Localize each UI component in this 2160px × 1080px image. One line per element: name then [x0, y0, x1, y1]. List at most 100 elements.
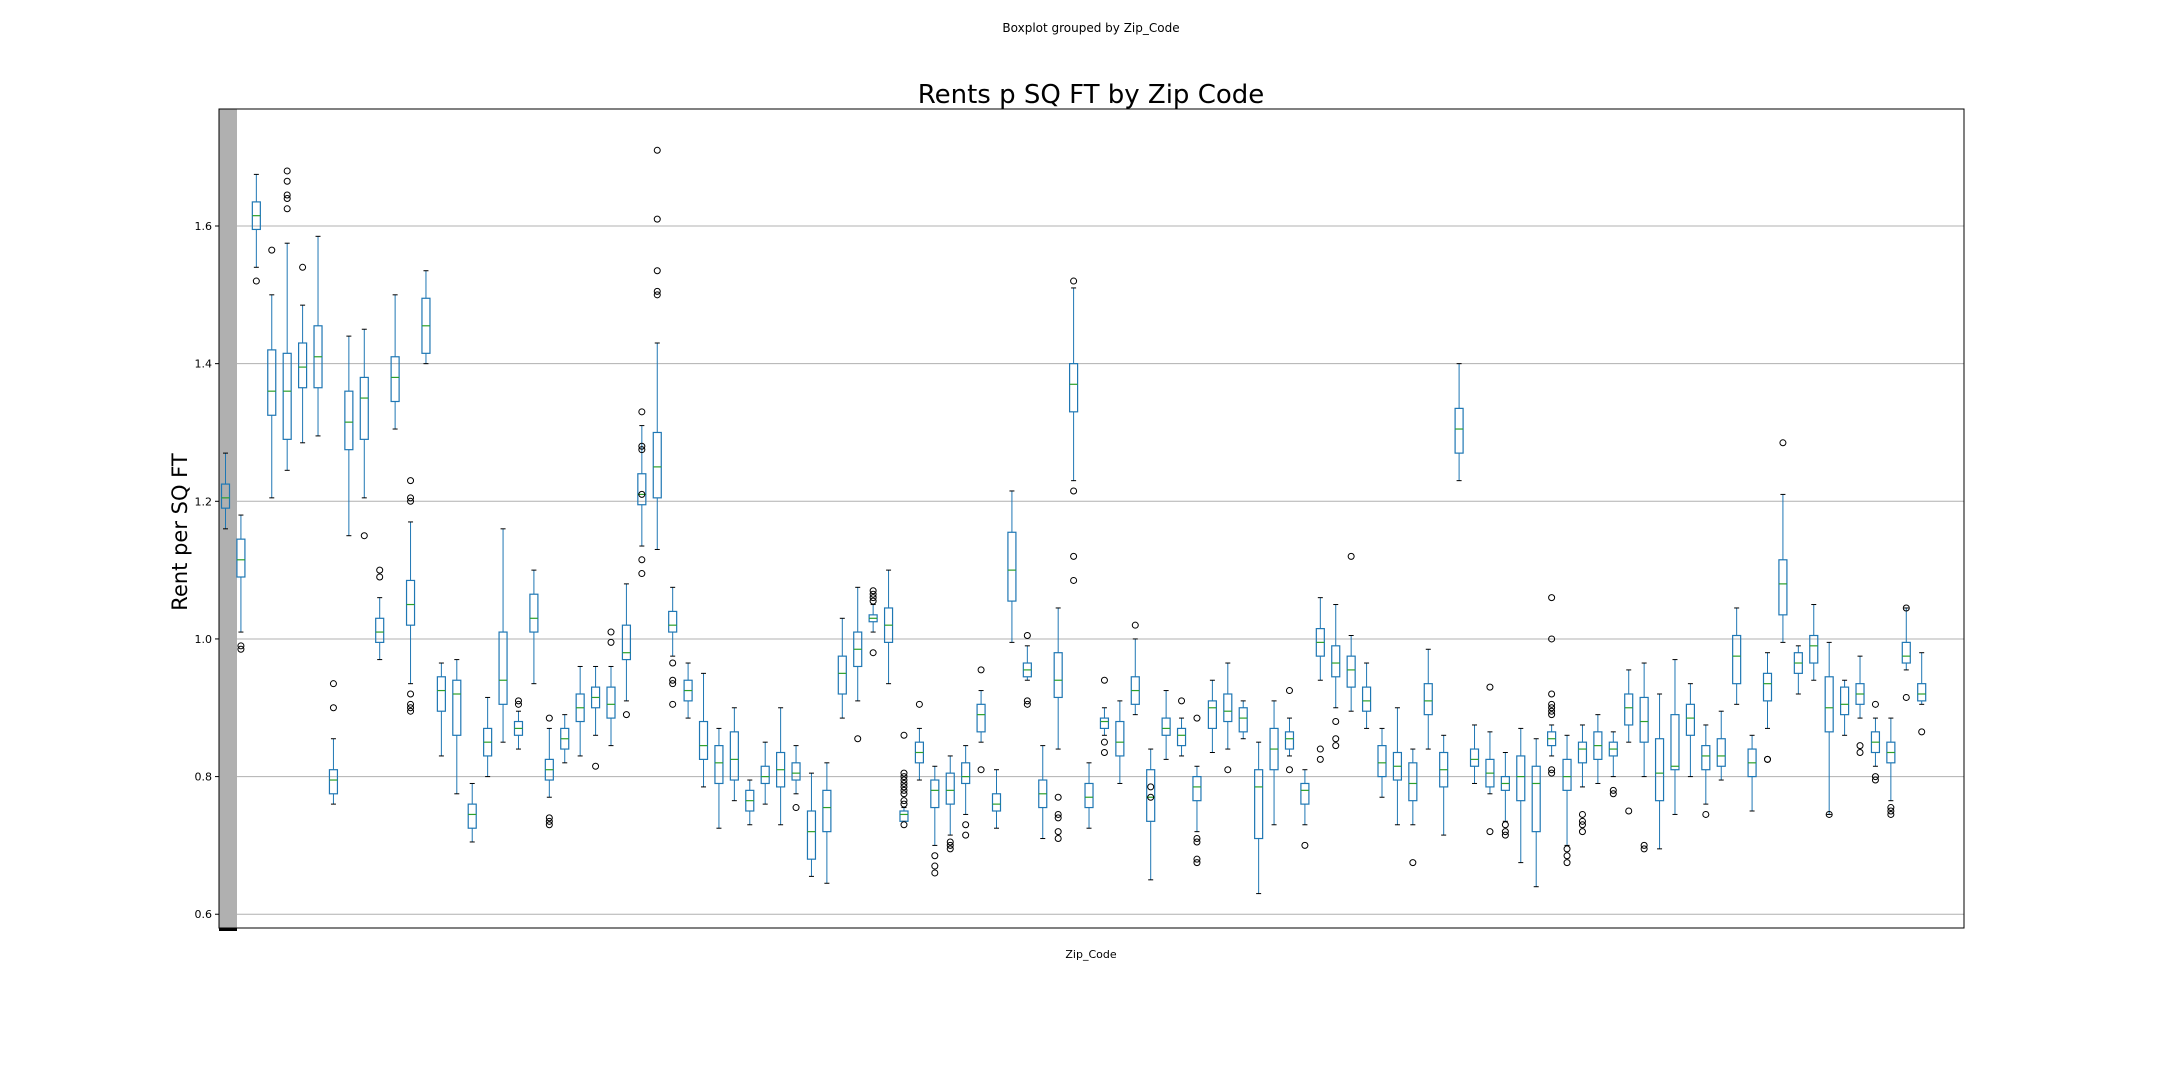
box-97 — [1716, 710, 1726, 781]
boxes — [220, 146, 1927, 895]
outlier-1 — [1887, 807, 1895, 815]
box-5 — [298, 263, 308, 444]
box-91 — [1624, 669, 1634, 815]
box-18 — [498, 528, 508, 743]
box-body — [1778, 559, 1788, 616]
box-body — [930, 779, 940, 809]
outlier-1 — [1764, 755, 1771, 763]
box-104 — [1824, 641, 1834, 818]
box-0 — [220, 452, 231, 530]
box-body — [1454, 407, 1464, 454]
outlier-1 — [1563, 852, 1571, 860]
box-body — [637, 473, 647, 506]
box-54 — [1053, 607, 1063, 843]
box-body — [976, 703, 986, 733]
box-102 — [1793, 645, 1803, 695]
box-body — [945, 772, 955, 805]
outlier-0 — [1548, 594, 1556, 602]
box-70 — [1300, 769, 1310, 849]
box-body — [961, 762, 971, 785]
ytick-label-4: 1.4 — [195, 358, 213, 371]
outlier-2 — [1871, 776, 1879, 784]
outlier-0 — [283, 167, 291, 175]
outlier-0 — [360, 532, 368, 540]
outlier-0 — [1316, 745, 1324, 753]
box-body — [1839, 686, 1850, 716]
outlier-1 — [1316, 755, 1324, 763]
outlier-7 — [900, 790, 908, 798]
outlier-2 — [1548, 690, 1556, 698]
box-89 — [1593, 714, 1603, 784]
outlier-0 — [1347, 552, 1355, 560]
box-109 — [1901, 604, 1911, 701]
box-body — [1408, 762, 1418, 802]
outlier-3 — [653, 287, 661, 295]
box-body — [899, 810, 909, 822]
box-48 — [961, 745, 971, 839]
box-22 — [560, 714, 570, 764]
outlier-0 — [1563, 845, 1571, 853]
box-body — [806, 810, 817, 860]
outlier-3 — [638, 490, 646, 498]
box-body — [1824, 676, 1834, 733]
box-25 — [606, 628, 616, 747]
box-14 — [436, 662, 446, 757]
outlier-1 — [962, 831, 970, 839]
category-tick-marks — [219, 928, 237, 931]
box-79 — [1439, 734, 1449, 836]
box-body — [1115, 720, 1125, 757]
box-82 — [1485, 683, 1495, 836]
box-body — [714, 745, 724, 785]
outlier-0 — [1856, 742, 1864, 750]
box-body — [1531, 765, 1541, 833]
box-body — [729, 731, 739, 781]
box-body — [1377, 745, 1387, 778]
outlier-0 — [869, 587, 877, 595]
box-body — [1732, 634, 1742, 685]
box-body — [1701, 745, 1711, 771]
box-101 — [1778, 439, 1788, 643]
box-body — [1361, 686, 1372, 712]
outlier-4 — [283, 205, 291, 213]
box-body — [1346, 655, 1356, 688]
category-axis-band — [219, 109, 237, 928]
box-85 — [1531, 738, 1541, 888]
outlier-0 — [252, 277, 260, 285]
box-21 — [544, 714, 554, 829]
box-body — [220, 483, 231, 509]
box-body — [1670, 714, 1680, 771]
box-87 — [1562, 734, 1572, 867]
box-34 — [745, 779, 755, 826]
ytick-label-2: 1.0 — [195, 633, 213, 646]
outlier-3 — [1578, 828, 1586, 836]
y-axis-label: Rent per SQ FT — [168, 453, 192, 611]
outlier-0 — [653, 146, 661, 154]
box-67 — [1254, 741, 1264, 895]
outlier-0 — [514, 697, 522, 705]
outlier-6 — [900, 786, 908, 794]
outlier-2 — [1193, 838, 1201, 846]
box-body — [1068, 363, 1079, 413]
box-92 — [1639, 662, 1649, 853]
box-52 — [1022, 632, 1032, 708]
outlier-0 — [1285, 687, 1293, 695]
box-58 — [1115, 700, 1125, 784]
box-body — [1562, 758, 1572, 791]
box-body — [1284, 731, 1295, 750]
box-74 — [1361, 662, 1372, 729]
box-body — [822, 789, 832, 833]
outlier-3 — [545, 821, 553, 829]
box-32 — [714, 727, 724, 829]
outlier-1 — [946, 841, 954, 849]
box-50 — [991, 769, 1002, 829]
outlier-0 — [900, 731, 908, 739]
outlier-1 — [653, 215, 661, 223]
box-39 — [822, 762, 832, 884]
outlier-0 — [1131, 621, 1139, 629]
outlier-2 — [900, 773, 908, 781]
box-57 — [1099, 676, 1110, 756]
box-body — [1917, 683, 1927, 702]
box-body — [1053, 652, 1063, 699]
box-110 — [1917, 652, 1927, 736]
ytick-label-3: 1.2 — [195, 495, 213, 508]
